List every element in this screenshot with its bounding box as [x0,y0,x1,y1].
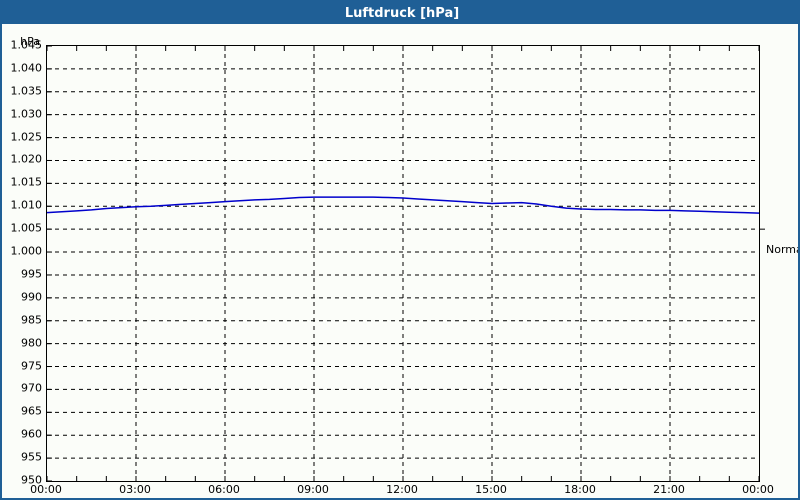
x-axis-tick-labels: 00:0014.06.1303:0014.06.1306:0014.06.130… [22,483,783,498]
x-axis-tick-date: 15.06.13 [734,497,783,498]
y-axis-tick: 965 [21,404,42,418]
y-axis-tick: 1.010 [10,198,43,212]
data-series-layer [46,196,760,214]
x-axis-tick-time: 18:00 [564,483,596,496]
x-axis-tick-time: 15:00 [475,483,507,496]
y-axis-unit-label: hPa [20,35,40,48]
vertical-gridlines [135,46,671,481]
y-axis-tick-labels: 1.045 1.040 1.035 1.030 1.025 1.020 1.015 1.010… [2,24,46,498]
x-axis-tick-date: 14.06.13 [22,497,71,498]
x-axis-tick-time: 00:00 [742,483,774,496]
x-axis-tick: 15:0014.06.13 [467,483,516,498]
y-axis-tick: 995 [21,267,42,281]
y-axis-tick: 975 [21,359,42,373]
x-axis-tick-date: 14.06.13 [378,497,427,498]
normal-reference-label: Normal [766,243,798,257]
x-axis-tick-date: 14.06.13 [467,497,516,498]
x-axis-tick: 18:0014.06.13 [556,483,605,498]
x-axis-tick-date: 14.06.13 [111,497,160,498]
x-axis-tick: 00:0014.06.13 [22,483,71,498]
y-axis-tick: 980 [21,336,42,350]
x-axis-ticks [46,46,760,481]
y-axis-tick: 1.030 [10,107,43,121]
gridlines-layer [46,45,765,482]
y-axis-tick: 1.020 [10,152,43,166]
x-axis-tick-time: 00:00 [30,483,62,496]
y-axis-tick: 990 [21,290,42,304]
y-axis-tick: 960 [21,427,42,441]
pressure-line [46,196,760,214]
x-axis-tick-time: 09:00 [297,483,329,496]
x-axis-tick-time: 21:00 [653,483,685,496]
x-axis-tick: 03:0014.06.13 [111,483,160,498]
x-axis-tick-date: 14.06.13 [289,497,338,498]
y-axis-tick: 970 [21,381,42,395]
y-axis-tick: 1.005 [10,221,43,235]
x-axis-tick-time: 03:00 [119,483,151,496]
y-axis-tick: 1.035 [10,84,43,98]
y-axis-tick: 985 [21,313,42,327]
x-axis-tick-date: 14.06.13 [200,497,249,498]
x-axis-tick: 21:0014.06.13 [645,483,694,498]
y-axis-unit-wrap: hPa [2,24,46,54]
y-axis-tick: 950 [21,473,42,487]
y-axis-tick: 1.025 [10,130,43,144]
x-axis-tick-time: 12:00 [386,483,418,496]
window-title-bar: Luftdruck [hPa] [2,2,798,24]
y-axis-tick: 1.000 [10,244,43,258]
plot-area [46,45,765,482]
x-axis-tick-date: 14.06.13 [645,497,694,498]
chart-canvas: hPa 1.045 1.040 1.035 1.030 1.025 1.020 1.015 1… [2,24,798,498]
x-axis-tick: 09:0014.06.13 [289,483,338,498]
x-axis-tick: 06:0014.06.13 [200,483,249,498]
y-axis-tick: 1.040 [10,61,43,75]
y-axis-ticks [47,45,52,482]
page-title: Luftdruck [hPa] [344,5,460,21]
y-axis-tick: 1.045 [10,38,43,52]
x-axis-tick-time: 06:00 [208,483,240,496]
y-axis-tick: 955 [21,450,42,464]
y-axis-tick: 1.015 [10,175,43,189]
x-axis-tick-date: 14.06.13 [556,497,605,498]
x-axis-tick: 12:0014.06.13 [378,483,427,498]
